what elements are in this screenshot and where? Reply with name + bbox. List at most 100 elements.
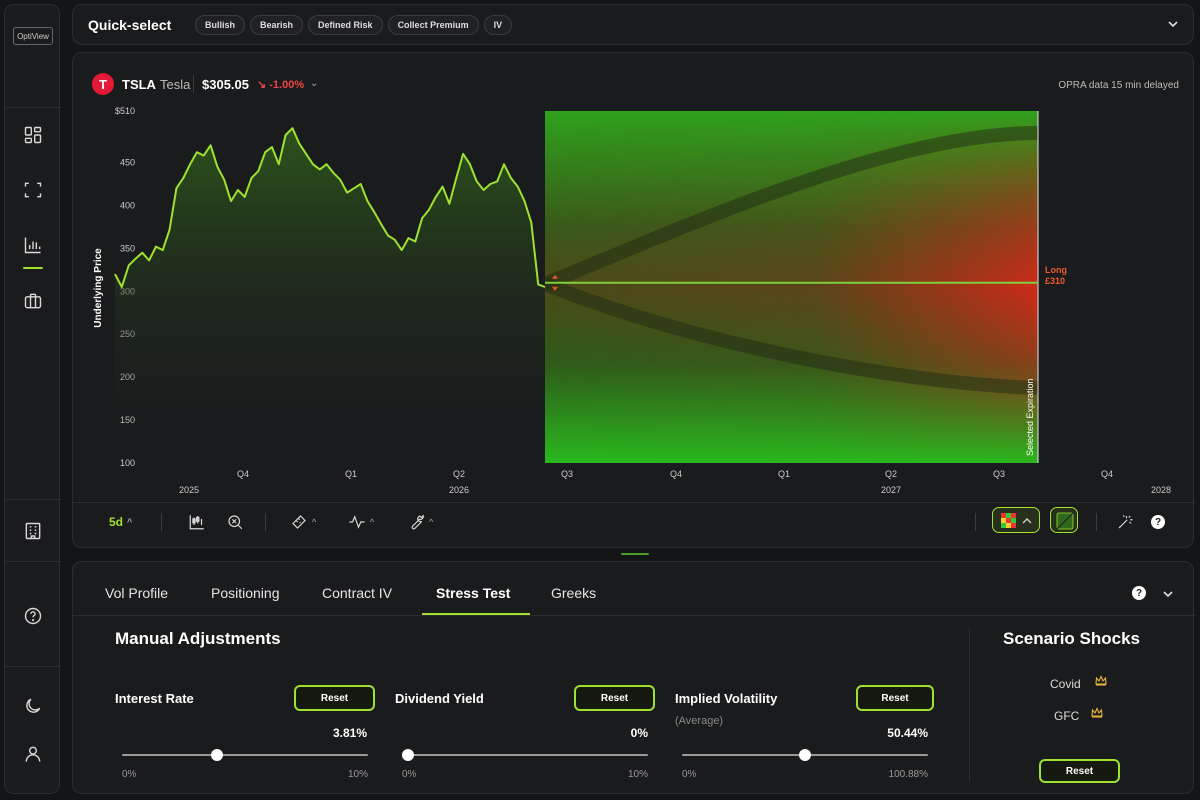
analysis-panel: Vol Profile Positioning Contract IV Stre… (72, 561, 1195, 794)
wrench-icon[interactable]: ^ (407, 511, 433, 533)
y-tick: 450 (120, 158, 135, 168)
year-label: 2028 (1151, 485, 1171, 495)
chip-collect-premium[interactable]: Collect Premium (387, 15, 479, 35)
briefcase-icon[interactable] (21, 289, 45, 313)
interest-rate-label: Interest Rate (115, 691, 194, 706)
toolbar-divider (73, 502, 1195, 503)
slider-min: 0% (682, 769, 697, 780)
dashboard-icon[interactable] (21, 123, 45, 147)
tab-greeks[interactable]: Greeks (551, 585, 597, 601)
iv-reset-button[interactable]: Reset (856, 685, 934, 711)
moon-icon[interactable] (21, 694, 45, 718)
slider-thumb[interactable] (211, 749, 224, 761)
x-axis-ticks: Q4 Q1 Q2 Q3 Q4 Q1 Q2 Q3 Q4 2025 2026 202… (179, 469, 1171, 495)
chevron-up-icon: ^ (370, 517, 375, 527)
slider-track (122, 754, 368, 756)
tab-positioning[interactable]: Positioning (211, 585, 280, 601)
data-delay-note: OPRA data 15 min delayed (1058, 80, 1179, 91)
interest-reset-button[interactable]: Reset (294, 685, 375, 711)
pnl-heatmap (542, 111, 1039, 463)
sidebar-divider (5, 107, 61, 108)
section-divider (969, 628, 970, 782)
tab-contract-iv[interactable]: Contract IV (322, 585, 393, 601)
ruler-icon[interactable]: ^ (290, 511, 316, 533)
scenario-reset-button[interactable]: Reset (1039, 759, 1120, 783)
expiration-label: Selected Expiration (1025, 378, 1035, 456)
x-tick: Q2 (453, 469, 465, 479)
help-icon[interactable]: ? (1151, 515, 1165, 529)
toolbar-divider (265, 513, 266, 531)
chevron-up-icon: ^ (312, 517, 317, 527)
crown-icon (1091, 707, 1103, 718)
zoom-icon[interactable] (226, 511, 244, 533)
heatmap-toggle[interactable] (992, 507, 1040, 533)
chevron-down-icon[interactable]: ⌄ (310, 78, 319, 89)
implied-volatility-label: Implied Volatility (675, 691, 778, 706)
magic-wand-icon[interactable] (1116, 511, 1134, 533)
sidebar: OptiView (4, 4, 61, 794)
candles-icon[interactable] (188, 511, 206, 533)
chip-bearish[interactable]: Bearish (250, 15, 304, 35)
panel-icon[interactable] (1050, 507, 1078, 533)
crown-icon (1095, 675, 1107, 686)
manual-adjustments-title: Manual Adjustments (115, 629, 281, 648)
dividend-yield-slider[interactable] (402, 749, 648, 761)
sidebar-divider (5, 561, 61, 562)
scenario-covid[interactable]: Covid (1050, 677, 1081, 691)
scenario-shocks-title: Scenario Shocks (1003, 629, 1141, 648)
chevron-down-icon[interactable] (1162, 587, 1174, 605)
strike-marker-icon[interactable] (552, 274, 558, 291)
chevron-down-icon[interactable] (1167, 17, 1179, 35)
slider-thumb[interactable] (799, 749, 811, 761)
interest-rate-slider[interactable] (122, 749, 368, 761)
implied-volatility-slider[interactable] (682, 749, 928, 761)
scan-icon[interactable] (21, 178, 45, 202)
x-tick: Q3 (993, 469, 1005, 479)
slider-min: 0% (402, 769, 417, 780)
ticker-symbol: TSLA (122, 77, 156, 92)
y-tick: 400 (120, 200, 135, 210)
y-tick: 350 (120, 243, 135, 253)
dividend-reset-button[interactable]: Reset (574, 685, 655, 711)
app-logo[interactable]: OptiView (13, 27, 53, 45)
pulse-icon[interactable]: ^ (348, 511, 374, 533)
building-icon[interactable] (21, 519, 45, 543)
x-tick: Q3 (561, 469, 573, 479)
price-chart[interactable]: Selected Expiration $5104504003503002502… (73, 103, 1195, 503)
slider-max: 10% (347, 769, 368, 780)
interval-selector[interactable]: 5d ^ (109, 511, 132, 533)
x-tick: Q2 (885, 469, 897, 479)
chart-panel: T TSLA Tesla $305.05 ↘ -1.00% ⌄ OPRA dat… (72, 52, 1195, 548)
slider-max: 100.88% (888, 769, 928, 780)
x-tick: Q4 (237, 469, 249, 479)
user-icon[interactable] (21, 742, 45, 766)
slider-thumb[interactable] (402, 749, 414, 761)
chip-iv[interactable]: IV (483, 15, 513, 35)
implied-volatility-sublabel: (Average) (675, 715, 724, 727)
tab-stress-test[interactable]: Stress Test (436, 585, 511, 601)
chevron-up-icon: ^ (127, 517, 133, 527)
interval-value: 5d (109, 515, 124, 529)
price-area (115, 128, 545, 463)
tab-vol-profile[interactable]: Vol Profile (105, 585, 169, 601)
resize-handle[interactable] (621, 553, 649, 555)
tabs-divider (73, 615, 1195, 616)
position-strike-label: £310 (1045, 276, 1065, 286)
x-tick: Q4 (670, 469, 682, 479)
toolbar-divider (1096, 513, 1097, 531)
price-change: ↘ -1.00% (257, 79, 305, 91)
implied-volatility-value: 50.44% (887, 726, 928, 740)
help-icon[interactable]: ? (1132, 586, 1146, 600)
company-name: Tesla (160, 77, 191, 92)
current-price: $305.05 (202, 77, 249, 92)
chip-defined-risk[interactable]: Defined Risk (308, 15, 383, 35)
scenario-gfc[interactable]: GFC (1054, 709, 1080, 723)
position-type-label: Long (1045, 265, 1067, 275)
help-icon[interactable] (21, 604, 45, 628)
chart-icon[interactable] (21, 233, 45, 257)
quick-select-title: Quick-select (88, 17, 172, 33)
y-axis-label: Underlying Price (93, 248, 104, 328)
chip-bullish[interactable]: Bullish (195, 15, 246, 35)
slider-max: 10% (627, 769, 648, 780)
